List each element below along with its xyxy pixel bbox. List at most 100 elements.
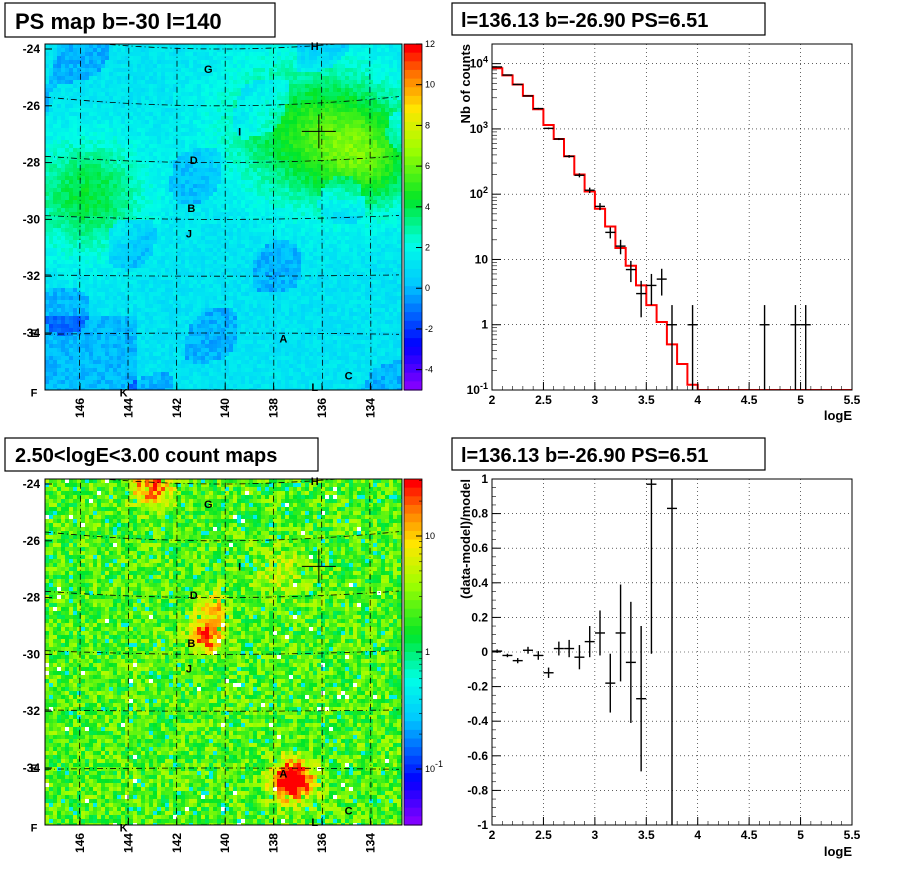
heatmap-cell — [85, 68, 89, 72]
heatmap-cell — [77, 96, 81, 100]
heatmap-cell — [305, 196, 309, 200]
heatmap-cell — [121, 172, 125, 176]
heatmap-cell — [361, 240, 365, 244]
heatmap-cell — [137, 140, 141, 144]
heatmap-cell — [385, 108, 389, 112]
heatmap-cell — [393, 148, 397, 152]
heatmap-cell — [337, 108, 341, 112]
heatmap-cell — [213, 200, 217, 204]
heatmap-cell — [113, 128, 117, 132]
heatmap-cell — [325, 52, 329, 56]
heatmap-cell — [245, 180, 249, 184]
heatmap-cell — [289, 164, 293, 168]
heatmap-cell — [317, 240, 321, 244]
heatmap-cell — [69, 52, 73, 56]
heatmap-cell — [173, 200, 177, 204]
heatmap-cell — [77, 52, 81, 56]
heatmap-cell — [293, 140, 297, 144]
heatmap-cell — [93, 80, 97, 84]
heatmap-cell — [157, 232, 161, 236]
heatmap-cell — [117, 128, 121, 132]
heatmap-cell — [77, 256, 81, 260]
heatmap-cell — [193, 84, 197, 88]
heatmap-cell — [305, 140, 309, 144]
heatmap-cell — [341, 52, 345, 56]
heatmap-cell — [249, 148, 253, 152]
heatmap-cell — [385, 252, 389, 256]
heatmap-cell — [345, 104, 349, 108]
heatmap-cell — [153, 224, 157, 228]
heatmap-cell — [117, 84, 121, 88]
heatmap-cell — [109, 232, 113, 236]
heatmap-cell — [241, 96, 245, 100]
heatmap-cell — [193, 228, 197, 232]
heatmap-cell — [389, 184, 393, 188]
heatmap-cell — [265, 132, 269, 136]
heatmap-cell — [373, 128, 377, 132]
heatmap-cell — [177, 152, 181, 156]
heatmap-cell — [201, 144, 205, 148]
heatmap-cell — [197, 164, 201, 168]
heatmap-cell — [257, 108, 261, 112]
heatmap-cell — [301, 204, 305, 208]
heatmap-cell — [373, 152, 377, 156]
heatmap-cell — [341, 176, 345, 180]
heatmap-cell — [257, 152, 261, 156]
heatmap-cell — [161, 204, 165, 208]
heatmap-cell — [125, 52, 129, 56]
heatmap-cell — [69, 184, 73, 188]
heatmap-cell — [241, 252, 245, 256]
heatmap-cell — [105, 112, 109, 116]
heatmap-cell — [181, 152, 185, 156]
heatmap-cell — [269, 216, 273, 220]
heatmap-cell — [301, 140, 305, 144]
heatmap-cell — [117, 244, 121, 248]
heatmap-cell — [381, 216, 385, 220]
heatmap-cell — [317, 200, 321, 204]
heatmap-cell — [217, 208, 221, 212]
heatmap-cell — [113, 116, 117, 120]
heatmap-cell — [141, 256, 145, 260]
heatmap-cell — [333, 48, 337, 52]
heatmap-cell — [197, 88, 201, 92]
heatmap-cell — [213, 76, 217, 80]
heatmap-cell — [241, 240, 245, 244]
heatmap-cell — [157, 188, 161, 192]
heatmap-cell — [221, 152, 225, 156]
heatmap-cell — [109, 104, 113, 108]
heatmap-cell — [181, 56, 185, 60]
heatmap-cell — [153, 228, 157, 232]
heatmap-cell — [69, 168, 73, 172]
heatmap-cell — [213, 180, 217, 184]
heatmap-cell — [85, 156, 89, 160]
heatmap-cell — [89, 116, 93, 120]
heatmap-cell — [133, 92, 137, 96]
heatmap-cell — [105, 180, 109, 184]
heatmap-cell — [257, 132, 261, 136]
heatmap-cell — [349, 144, 353, 148]
heatmap-cell — [137, 216, 141, 220]
heatmap-cell — [45, 168, 49, 172]
heatmap-cell — [385, 56, 389, 60]
heatmap-cell — [209, 124, 213, 128]
heatmap-cell — [361, 144, 365, 148]
heatmap-cell — [241, 220, 245, 224]
heatmap-cell — [217, 180, 221, 184]
heatmap-cell — [241, 208, 245, 212]
heatmap-cell — [257, 64, 261, 68]
heatmap-cell — [157, 148, 161, 152]
heatmap-cell — [369, 164, 373, 168]
heatmap-cell — [229, 76, 233, 80]
heatmap-cell — [169, 76, 173, 80]
heatmap-cell — [397, 92, 401, 96]
heatmap-cell — [261, 88, 265, 92]
heatmap-cell — [373, 216, 377, 220]
heatmap-cell — [149, 264, 153, 268]
heatmap-cell — [161, 68, 165, 72]
heatmap-cell — [317, 52, 321, 56]
heatmap-cell — [213, 116, 217, 120]
heatmap-cell — [357, 248, 361, 252]
heatmap-cell — [261, 132, 265, 136]
heatmap-cell — [377, 92, 381, 96]
heatmap-cell — [241, 92, 245, 96]
